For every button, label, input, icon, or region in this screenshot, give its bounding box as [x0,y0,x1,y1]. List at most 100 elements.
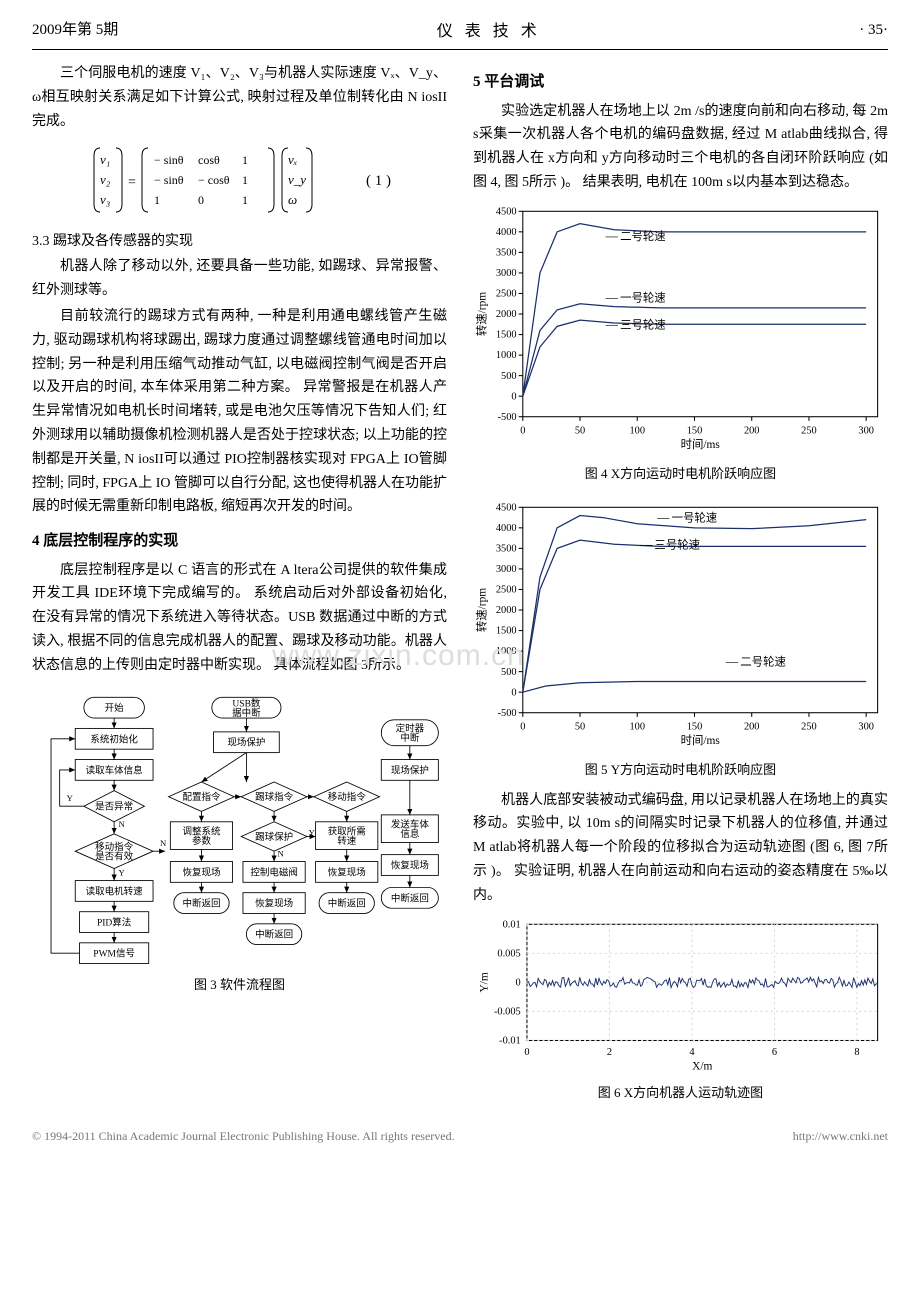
figure-5-chart: 050100150200250300-500050010001500200025… [473,499,888,748]
svg-text:500: 500 [501,371,517,382]
svg-text:二号轮速: 二号轮速 [620,229,666,243]
svg-text:50: 50 [575,425,585,436]
svg-text:2500: 2500 [496,584,517,595]
svg-text:一号轮速: 一号轮速 [672,510,718,524]
svg-text:4500: 4500 [496,206,517,217]
footer-right: http://www.cnki.net [793,1126,888,1146]
svg-text:0: 0 [516,977,521,988]
p-5-2: 机器人底部安装被动式编码盘, 用以记录机器人在场地上的真实移动。实验中, 以 1… [473,789,888,908]
svg-text:1: 1 [242,193,248,207]
page-footer: © 1994-2011 China Academic Journal Elect… [32,1126,888,1146]
svg-text:1500: 1500 [496,330,517,341]
svg-text:USB数: USB数 [232,697,260,709]
svg-text:据中断: 据中断 [232,707,261,719]
svg-text:4: 4 [689,1047,695,1058]
svg-text:转速/rpm: 转速/rpm [474,587,488,631]
svg-text:Y: Y [67,793,74,803]
svg-text:250: 250 [801,425,817,436]
svg-text:=: = [128,175,136,190]
figure-6-caption: 图 6 X方向机器人运动轨迹图 [473,1082,888,1104]
svg-text:恢复现场: 恢复现场 [391,859,429,871]
svg-text:2: 2 [607,1047,612,1058]
svg-text:是否异常: 是否异常 [95,800,133,812]
figure-5-caption: 图 5 Y方向运动时电机阶跃响应图 [473,759,888,781]
svg-text:v₁: v₁ [100,152,110,167]
equation-number: ( 1 ) [366,169,391,195]
svg-text:PID算法: PID算法 [97,916,131,928]
figure-4-caption: 图 4 X方向运动时电机阶跃响应图 [473,463,888,485]
svg-text:− cosθ: − cosθ [198,173,230,187]
svg-text:中断返回: 中断返回 [328,897,366,909]
svg-text:转速/rpm: 转速/rpm [474,292,488,336]
svg-text:1000: 1000 [496,350,517,361]
svg-text:二号轮速: 二号轮速 [740,654,786,668]
svg-text:300: 300 [858,425,874,436]
footer-left: © 1994-2011 China Academic Journal Elect… [32,1126,455,1146]
svg-text:− sinθ: − sinθ [154,153,184,167]
svg-text:3500: 3500 [496,247,517,258]
svg-text:3500: 3500 [496,543,517,554]
svg-text:2000: 2000 [496,309,517,320]
svg-text:1: 1 [242,173,248,187]
svg-text:3000: 3000 [496,564,517,575]
svg-text:4000: 4000 [496,227,517,238]
svg-text:cosθ: cosθ [198,153,220,167]
svg-text:2500: 2500 [496,288,517,299]
svg-text:0: 0 [198,193,204,207]
svg-text:-500: -500 [498,708,517,719]
svg-text:现场保护: 现场保护 [391,764,429,776]
svg-text:系统初始化: 系统初始化 [90,733,138,745]
svg-text:0: 0 [511,391,516,402]
svg-text:中断返回: 中断返回 [391,892,429,904]
svg-text:0: 0 [511,687,516,698]
svg-text:读取电机转速: 读取电机转速 [86,885,144,897]
svg-text:时间/ms: 时间/ms [681,734,721,747]
p-4-1: 底层控制程序是以 C 语言的形式在 A ltera公司提供的软件集成开发工具 I… [32,559,447,678]
subsection-3-3: 3.3 踢球及各传感器的实现 [32,230,447,254]
svg-text:转速: 转速 [337,834,357,846]
svg-text:调整系统: 调整系统 [182,825,221,837]
svg-text:v₂: v₂ [100,172,111,187]
svg-text:移动指令: 移动指令 [328,791,367,803]
svg-text:500: 500 [501,667,517,678]
svg-text:信息: 信息 [400,828,419,840]
header-right: · 35· [859,18,888,45]
svg-text:开始: 开始 [105,702,125,714]
svg-text:现场保护: 现场保护 [227,736,265,748]
p-33-2: 目前较流行的踢球方式有两种, 一种是利用通电螺线管产生磁力, 驱动踢球机构将球踢… [32,305,447,519]
left-column: 三个伺服电机的速度 V₁、V₂、V₃与机器人实际速度 Vₓ、V_y、ω相互映射关… [32,60,447,1112]
svg-text:50: 50 [575,721,585,732]
svg-text:中断返回: 中断返回 [255,928,293,940]
svg-text:200: 200 [744,721,760,732]
svg-text:-500: -500 [498,412,517,423]
equation-1: v₁v₂v₃=− sinθcosθ1− sinθ− cosθ1101vₓv_yω… [32,142,447,222]
svg-text:参数: 参数 [192,834,212,846]
svg-text:N: N [160,838,167,848]
svg-text:4000: 4000 [496,523,517,534]
svg-text:Y: Y [118,867,125,877]
svg-text:控制电磁阀: 控制电磁阀 [250,866,298,878]
svg-text:0.005: 0.005 [497,948,520,959]
section-4: 4 底层控制程序的实现 [32,529,447,555]
svg-text:移动指令: 移动指令 [95,841,134,853]
svg-text:0: 0 [520,425,525,436]
p-5-1: 实验选定机器人在场地上以 2m /s的速度向前和向右移动, 每 2m s采集一次… [473,100,888,195]
p-intro: 三个伺服电机的速度 V₁、V₂、V₃与机器人实际速度 Vₓ、V_y、ω相互映射关… [32,62,447,133]
svg-text:0: 0 [524,1047,529,1058]
svg-text:-0.005: -0.005 [494,1006,521,1017]
svg-text:100: 100 [629,721,645,732]
figure-4-chart: 050100150200250300-500050010001500200025… [473,203,888,452]
svg-text:2000: 2000 [496,605,517,616]
header-center: 仪 表 技 术 [118,18,859,45]
svg-text:6: 6 [772,1047,777,1058]
svg-text:三号轮速: 三号轮速 [620,317,666,331]
svg-text:1500: 1500 [496,625,517,636]
svg-text:N: N [278,848,285,858]
svg-text:Y: Y [309,827,316,837]
svg-text:300: 300 [858,721,874,732]
svg-text:读取车体信息: 读取车体信息 [86,764,143,776]
svg-text:150: 150 [687,425,703,436]
figure-3-caption: 图 3 软件流程图 [32,974,447,996]
svg-text:3000: 3000 [496,268,517,279]
svg-text:恢复现场: 恢复现场 [328,866,366,878]
